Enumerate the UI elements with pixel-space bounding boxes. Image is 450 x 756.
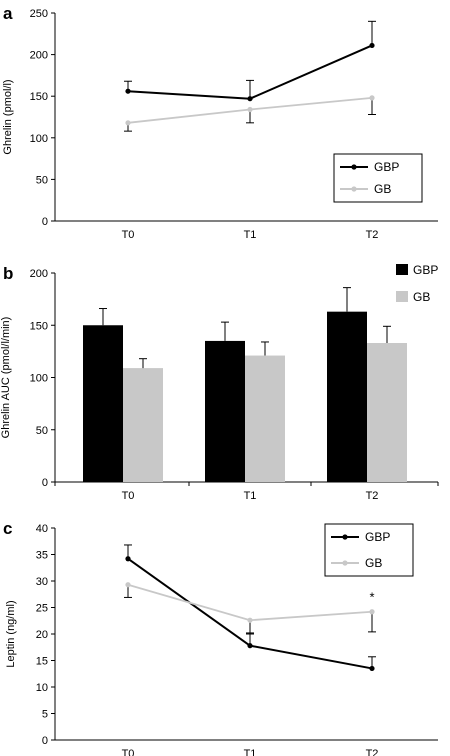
panel-letter: c [3, 519, 12, 538]
y-axis-title: Ghrelin AUC (pmol/l/min) [0, 317, 12, 439]
bar [327, 311, 367, 482]
legend-marker [342, 560, 348, 566]
legend-marker [342, 534, 348, 540]
data-point [125, 582, 131, 588]
data-point [247, 643, 253, 649]
x-tick-label: T2 [366, 229, 379, 241]
x-tick-label: T2 [366, 748, 379, 756]
series-gbp [124, 20, 376, 102]
bar [205, 340, 245, 482]
bar [367, 343, 407, 482]
chart-panel-b: b 0 50 100 150 200 T0 T1 T2 Ghrelin AUC (pmol/l/m… [0, 263, 439, 502]
series-gbp [124, 544, 376, 672]
series-gb [123, 325, 407, 482]
legend-label: GBP [413, 263, 438, 277]
legend-box [324, 523, 414, 577]
panel-letter: b [3, 264, 13, 283]
bar [83, 325, 123, 482]
significance-marker: * [369, 590, 374, 605]
y-tick-label: 20 [36, 629, 48, 641]
y-tick-label: 15 [36, 656, 48, 668]
legend-label: GB [365, 556, 382, 570]
legend-label: GBP [365, 530, 390, 544]
y-tick-label: 25 [36, 603, 48, 615]
legend-swatch [396, 264, 408, 275]
data-point [125, 120, 131, 126]
y-tick-label: 40 [36, 523, 48, 535]
legend: GBP GB [324, 523, 414, 577]
data-point [247, 617, 253, 623]
legend-marker [351, 186, 357, 192]
y-tick-label: 0 [42, 735, 48, 747]
y-tick-label: 30 [36, 576, 48, 588]
legend: GBP GB [333, 153, 423, 203]
panel-letter: a [3, 4, 13, 23]
series-gb [124, 582, 376, 635]
series-line [127, 583, 373, 622]
y-tick-label: 50 [36, 174, 48, 186]
y-tick-label: 0 [42, 216, 48, 228]
y-tick-label: 250 [30, 8, 48, 20]
x-tick-label: T0 [122, 748, 135, 756]
x-tick-label: T1 [244, 229, 257, 241]
y-axis-title: Leptin (ng/ml) [5, 600, 17, 667]
legend-label: GB [413, 290, 430, 304]
legend-box [333, 153, 423, 203]
legend-label: GB [374, 182, 391, 196]
legend-marker [351, 164, 357, 170]
legend-label: GBP [374, 160, 399, 174]
data-point [369, 95, 375, 101]
y-tick-label: 150 [30, 91, 48, 103]
data-point [247, 96, 253, 102]
legend: GBP GB [396, 263, 438, 304]
x-tick-label: T1 [244, 748, 257, 756]
y-tick-label: 150 [30, 320, 48, 332]
y-tick-label: 200 [30, 50, 48, 62]
y-tick-label: 100 [30, 373, 48, 385]
data-point [369, 609, 375, 615]
data-point [125, 556, 131, 562]
y-tick-label: 100 [30, 133, 48, 145]
chart-panel-c: c 0 5 10 15 20 25 30 35 40 T0 T1 T2 Leptin (ng/ml) GBP… [3, 519, 438, 756]
legend-swatch [396, 291, 408, 302]
chart-panel-a: a 0 50 100 150 200 250 T0 T1 T2 Ghrelin (pmol/l) GB… [2, 4, 438, 241]
bar [123, 368, 163, 482]
y-tick-label: 200 [30, 268, 48, 280]
x-tick-label: T0 [122, 229, 135, 241]
data-point [369, 42, 375, 49]
y-axis-title: Ghrelin (pmol/l) [2, 79, 14, 154]
y-tick-label: 0 [42, 477, 48, 489]
bar [245, 355, 285, 482]
series-gb [124, 95, 376, 132]
y-tick-label: 5 [42, 709, 48, 721]
x-tick-label: T2 [366, 490, 379, 502]
y-tick-label: 50 [36, 425, 48, 437]
data-point [247, 106, 253, 113]
x-tick-label: T0 [122, 490, 135, 502]
data-point [125, 88, 131, 94]
y-tick-label: 10 [36, 682, 48, 694]
y-tick-label: 35 [36, 550, 48, 562]
x-tick-label: T1 [244, 490, 257, 502]
series-gbp [83, 287, 367, 482]
data-point [369, 665, 375, 672]
